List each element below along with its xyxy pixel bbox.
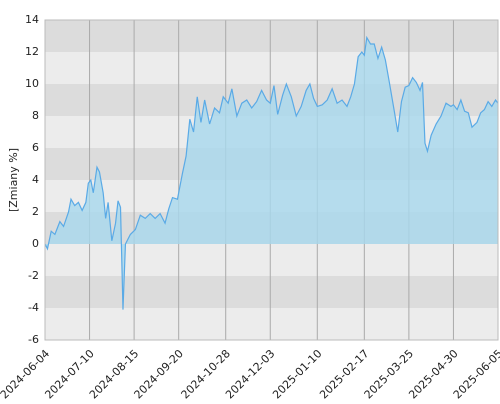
y-tick-label: 0	[32, 237, 39, 250]
plot-border	[44, 19, 499, 341]
line	[44, 35, 499, 310]
y-tick-label: 8	[32, 109, 39, 122]
y-tick-label: 2	[32, 205, 39, 218]
y-tick-label: 10	[25, 77, 39, 90]
band	[45, 276, 498, 308]
area	[45, 37, 498, 310]
y-tick-label: 14	[25, 13, 39, 26]
band	[45, 20, 498, 52]
y-tick-label: -4	[28, 301, 39, 314]
band	[45, 308, 498, 340]
y-tick-label: -2	[28, 269, 39, 282]
y-tick-label: -6	[28, 333, 39, 346]
y-tick-label: 4	[32, 173, 39, 186]
band	[45, 244, 498, 276]
y-tick-label: 12	[25, 45, 39, 58]
band	[45, 52, 498, 84]
y-tick-label: 6	[32, 141, 39, 154]
y-axis-label: [Zmiany %]	[7, 148, 20, 212]
